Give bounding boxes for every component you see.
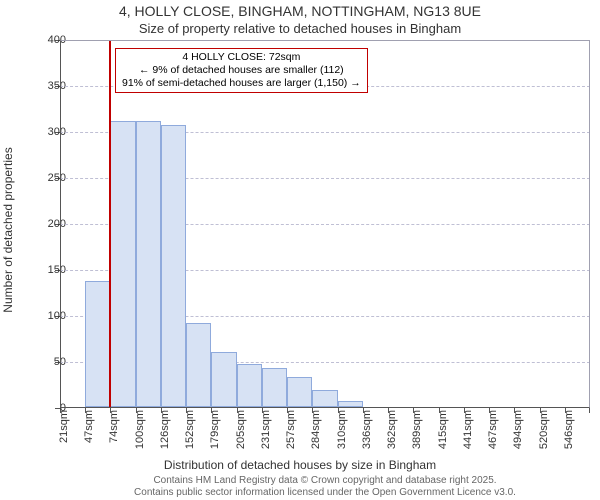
histogram-bar xyxy=(237,364,262,407)
x-tick-label: 21sqm xyxy=(58,410,70,443)
footnote-line-1: Contains HM Land Registry data © Crown c… xyxy=(153,475,496,486)
chart-container: 4, HOLLY CLOSE, BINGHAM, NOTTINGHAM, NG1… xyxy=(0,0,600,500)
histogram-bar xyxy=(211,352,236,407)
histogram-bar xyxy=(161,125,186,407)
x-tick-label: 310sqm xyxy=(336,410,348,449)
histogram-bar xyxy=(110,121,135,407)
x-axis-label: Distribution of detached houses by size … xyxy=(0,458,600,472)
x-tick-label: 179sqm xyxy=(209,410,221,449)
footnote-line-2: Contains public sector information licen… xyxy=(134,487,516,498)
chart-title: 4, HOLLY CLOSE, BINGHAM, NOTTINGHAM, NG1… xyxy=(0,3,600,19)
histogram-bar xyxy=(262,368,287,407)
x-tick-label: 47sqm xyxy=(83,410,95,443)
chart-footnote: Contains HM Land Registry data © Crown c… xyxy=(60,475,590,498)
x-tick-label: 415sqm xyxy=(437,410,449,449)
histogram-bar xyxy=(312,390,337,407)
y-tick-label: 0 xyxy=(60,402,66,414)
chart-subtitle: Size of property relative to detached ho… xyxy=(0,21,600,36)
x-tick-label: 100sqm xyxy=(134,410,146,449)
x-tick-label: 467sqm xyxy=(487,410,499,449)
annotation-line: 4 HOLLY CLOSE: 72sqm xyxy=(122,51,361,64)
x-tick-mark xyxy=(589,408,590,413)
x-tick-label: 126sqm xyxy=(159,410,171,449)
annotation-line: 91% of semi-detached houses are larger (… xyxy=(122,77,361,90)
x-tick-label: 362sqm xyxy=(386,410,398,449)
x-tick-label: 336sqm xyxy=(361,410,373,449)
annotation-box: 4 HOLLY CLOSE: 72sqm← 9% of detached hou… xyxy=(115,48,368,93)
x-tick-label: 257sqm xyxy=(285,410,297,449)
histogram-bar xyxy=(338,401,363,407)
gridline xyxy=(60,40,590,41)
property-marker-line xyxy=(109,40,111,408)
y-axis-label: Number of detached properties xyxy=(1,147,15,312)
plot-area: 21sqm47sqm74sqm100sqm126sqm152sqm179sqm2… xyxy=(60,40,590,408)
x-tick-label: 205sqm xyxy=(235,410,247,449)
x-tick-label: 389sqm xyxy=(411,410,423,449)
histogram-bar xyxy=(186,323,211,407)
histogram-bar xyxy=(287,377,312,407)
x-tick-label: 231sqm xyxy=(260,410,272,449)
x-tick-label: 520sqm xyxy=(538,410,550,449)
x-tick-label: 441sqm xyxy=(462,410,474,449)
x-tick-label: 494sqm xyxy=(512,410,524,449)
x-tick-label: 74sqm xyxy=(108,410,120,443)
x-tick-label: 546sqm xyxy=(563,410,575,449)
x-tick-label: 152sqm xyxy=(184,410,196,449)
annotation-line: ← 9% of detached houses are smaller (112… xyxy=(122,64,361,77)
x-tick-label: 284sqm xyxy=(310,410,322,449)
histogram-bar xyxy=(85,281,110,407)
histogram-bar xyxy=(136,121,161,407)
